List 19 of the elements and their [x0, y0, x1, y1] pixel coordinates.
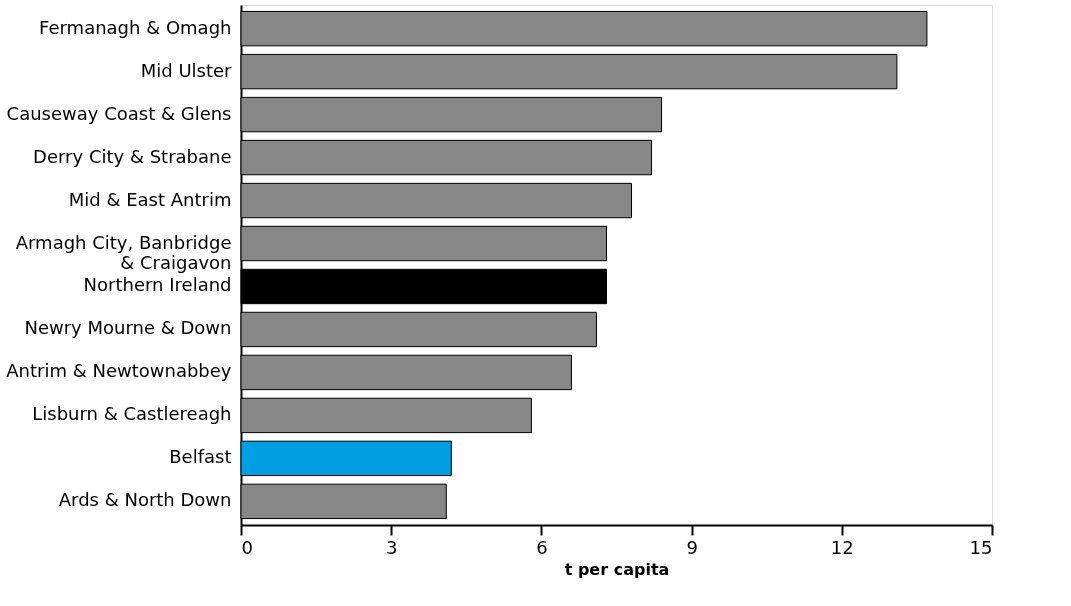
x-tick-label: 3 [385, 536, 398, 558]
y-tick-label: Newry Mourne & Down [24, 317, 232, 339]
y-tick-label: Northern Ireland [83, 274, 232, 296]
x-tick-label: 6 [536, 536, 548, 558]
y-tick-label: Belfast [169, 446, 232, 468]
x-tick-label: 0 [241, 536, 253, 558]
y-tick-label: Causeway Coast & Glens [6, 102, 232, 124]
y-tick-label: Mid & East Antrim [68, 188, 232, 210]
x-tick-label: 12 [830, 536, 854, 558]
y-tick-label: Ards & North Down [58, 489, 232, 511]
y-tick-label: Mid Ulster [140, 59, 233, 81]
y-tick-label: Antrim & Newtownabbey [6, 360, 232, 382]
x-axis-title: t per capita [564, 559, 670, 579]
y-tick-label: Fermanagh & Omagh [39, 16, 232, 38]
y-tick-label: Derry City & Strabane [33, 145, 232, 167]
x-tick-label: 9 [686, 536, 698, 558]
y-tick-label: Armagh City, Banbridge & Craigavon [15, 231, 232, 273]
x-tick-label: 15 [969, 536, 993, 558]
y-tick-label: Lisburn & Castlereagh [32, 403, 232, 425]
